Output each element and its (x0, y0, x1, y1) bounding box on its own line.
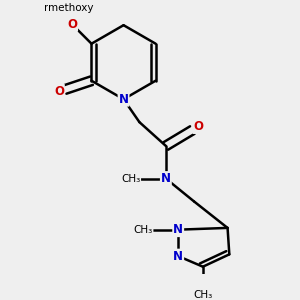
Text: CH₃: CH₃ (121, 173, 140, 184)
Text: N: N (173, 223, 183, 236)
Text: N: N (161, 172, 171, 185)
Text: O: O (54, 85, 64, 98)
Text: O: O (67, 18, 77, 31)
Text: methoxy: methoxy (44, 3, 90, 14)
Text: N: N (118, 93, 129, 106)
Text: N: N (173, 250, 183, 262)
Text: methoxy: methoxy (49, 3, 94, 13)
Text: CH₃: CH₃ (133, 225, 153, 235)
Text: O: O (194, 120, 203, 133)
Text: CH₃: CH₃ (193, 290, 212, 300)
